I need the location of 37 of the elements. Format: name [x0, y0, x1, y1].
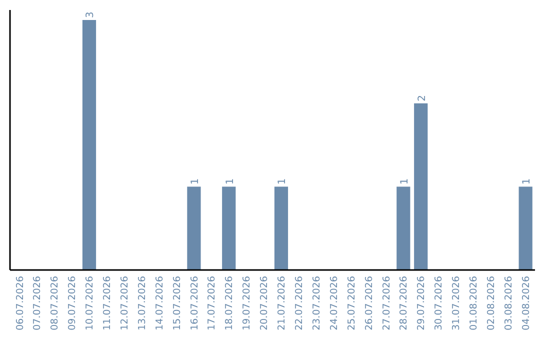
- x-tick-label: 02.08.2026: [486, 276, 497, 330]
- x-tick-label: 24.07.2026: [328, 276, 340, 330]
- x-tick-label: 03.08.2026: [503, 276, 514, 330]
- x-tick-label: 31.07.2026: [451, 276, 462, 330]
- x-tick-label: 27.07.2026: [381, 276, 392, 330]
- data-label: 1: [277, 178, 288, 185]
- x-tick-label: 08.07.2026: [50, 276, 61, 330]
- x-tick-label: 25.07.2026: [346, 276, 358, 330]
- data-label: 1: [522, 178, 533, 185]
- x-tick-label: 09.07.2026: [67, 276, 78, 330]
- x-tick-label: 04.08.2026: [520, 276, 532, 330]
- x-tick-label: 15.07.2026: [172, 276, 183, 330]
- x-tick-label: 11.07.2026: [102, 276, 114, 330]
- x-tick-label: 28.07.2026: [398, 276, 410, 330]
- x-tick-label: 19.07.2026: [242, 276, 253, 330]
- x-tick-label: 30.07.2026: [434, 276, 445, 330]
- x-tick-label: 07.07.2026: [32, 276, 44, 330]
- x-tick-label: 01.08.2026: [468, 276, 480, 330]
- data-label: 1: [190, 178, 201, 185]
- x-tick-label: 17.07.2026: [206, 276, 218, 330]
- x-tick-label: 26.07.2026: [364, 276, 375, 330]
- x-tick-label: 12.07.2026: [119, 276, 130, 330]
- x-tick-label: 21.07.2026: [276, 276, 288, 330]
- data-label: 2: [416, 94, 428, 102]
- x-tick-label: 16.07.2026: [189, 276, 200, 330]
- x-tick-label: 14.07.2026: [154, 276, 166, 330]
- x-tick-label: 18.07.2026: [224, 276, 236, 330]
- x-tick-label: 20.07.2026: [259, 276, 270, 330]
- data-label: 1: [399, 178, 410, 185]
- x-tick-label: 06.07.2026: [14, 276, 26, 330]
- x-tick-label: 22.07.2026: [294, 276, 306, 330]
- data-label: 3: [85, 12, 96, 18]
- x-tick-label: 29.07.2026: [416, 276, 428, 330]
- x-tick-label: 10.07.2026: [84, 276, 96, 330]
- x-tick-label: 23.07.2026: [311, 276, 322, 330]
- data-label: 1: [224, 178, 236, 185]
- x-tick-label: 13.07.2026: [136, 276, 148, 330]
